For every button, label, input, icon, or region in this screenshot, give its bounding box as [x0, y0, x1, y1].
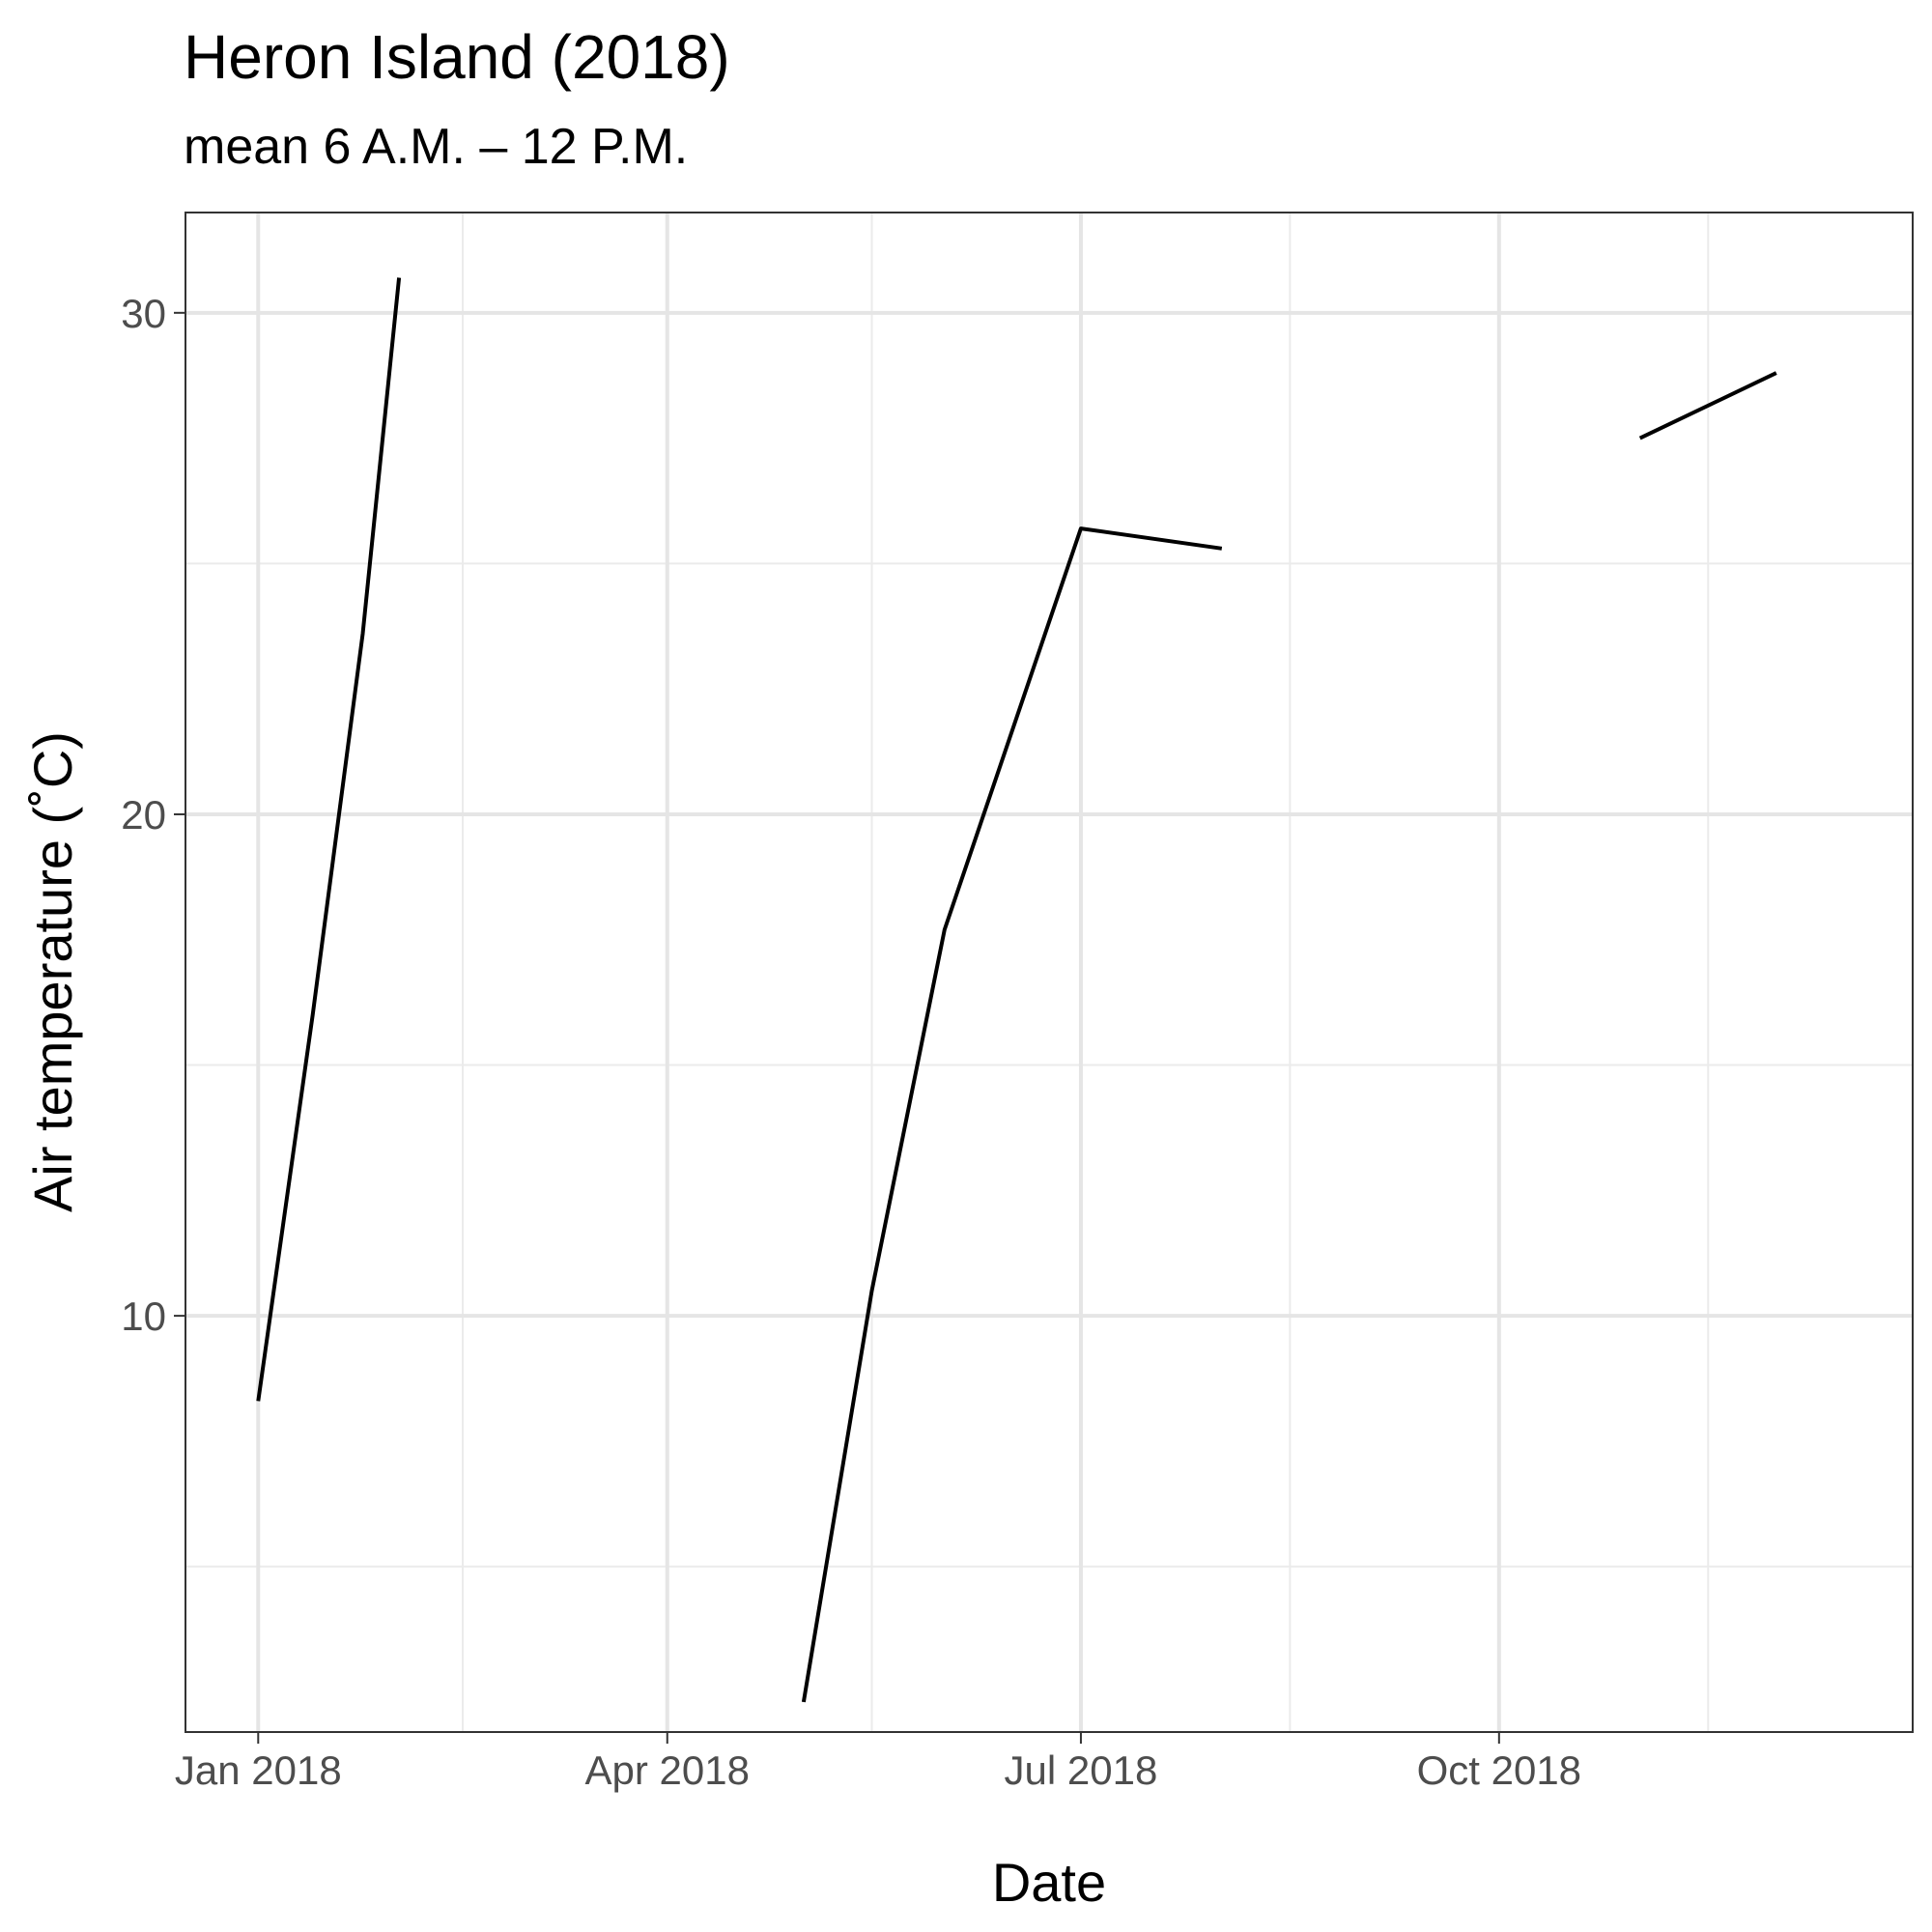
- grid: [185, 213, 1913, 1732]
- chart-title: Heron Island (2018): [184, 22, 730, 92]
- series-line-segment: [1638, 371, 1777, 440]
- x-tick-label: Jul 2018: [1005, 1747, 1158, 1793]
- x-axis-title: Date: [992, 1852, 1106, 1913]
- plot-border: [185, 212, 1914, 1733]
- x-tick-label: Oct 2018: [1417, 1747, 1581, 1793]
- y-tick-label: 10: [121, 1293, 166, 1339]
- x-tick-label: Apr 2018: [585, 1747, 750, 1793]
- x-tick-label: Jan 2018: [175, 1747, 342, 1793]
- data-lines: [256, 277, 1777, 1703]
- y-tick-label: 30: [121, 291, 166, 336]
- series-line-segment: [801, 526, 1223, 1703]
- series-line-segment: [256, 277, 402, 1402]
- plot-background: [185, 213, 1913, 1732]
- y-tick-label: 20: [121, 792, 166, 838]
- axes: 10 20 30 Jan 2018 Apr 2018 Jul 2018 Oct 2018: [121, 291, 1581, 1793]
- chart-subtitle: mean 6 A.M. – 12 P.M.: [184, 119, 689, 175]
- y-axis-title: Air temperature (˚C): [22, 731, 83, 1212]
